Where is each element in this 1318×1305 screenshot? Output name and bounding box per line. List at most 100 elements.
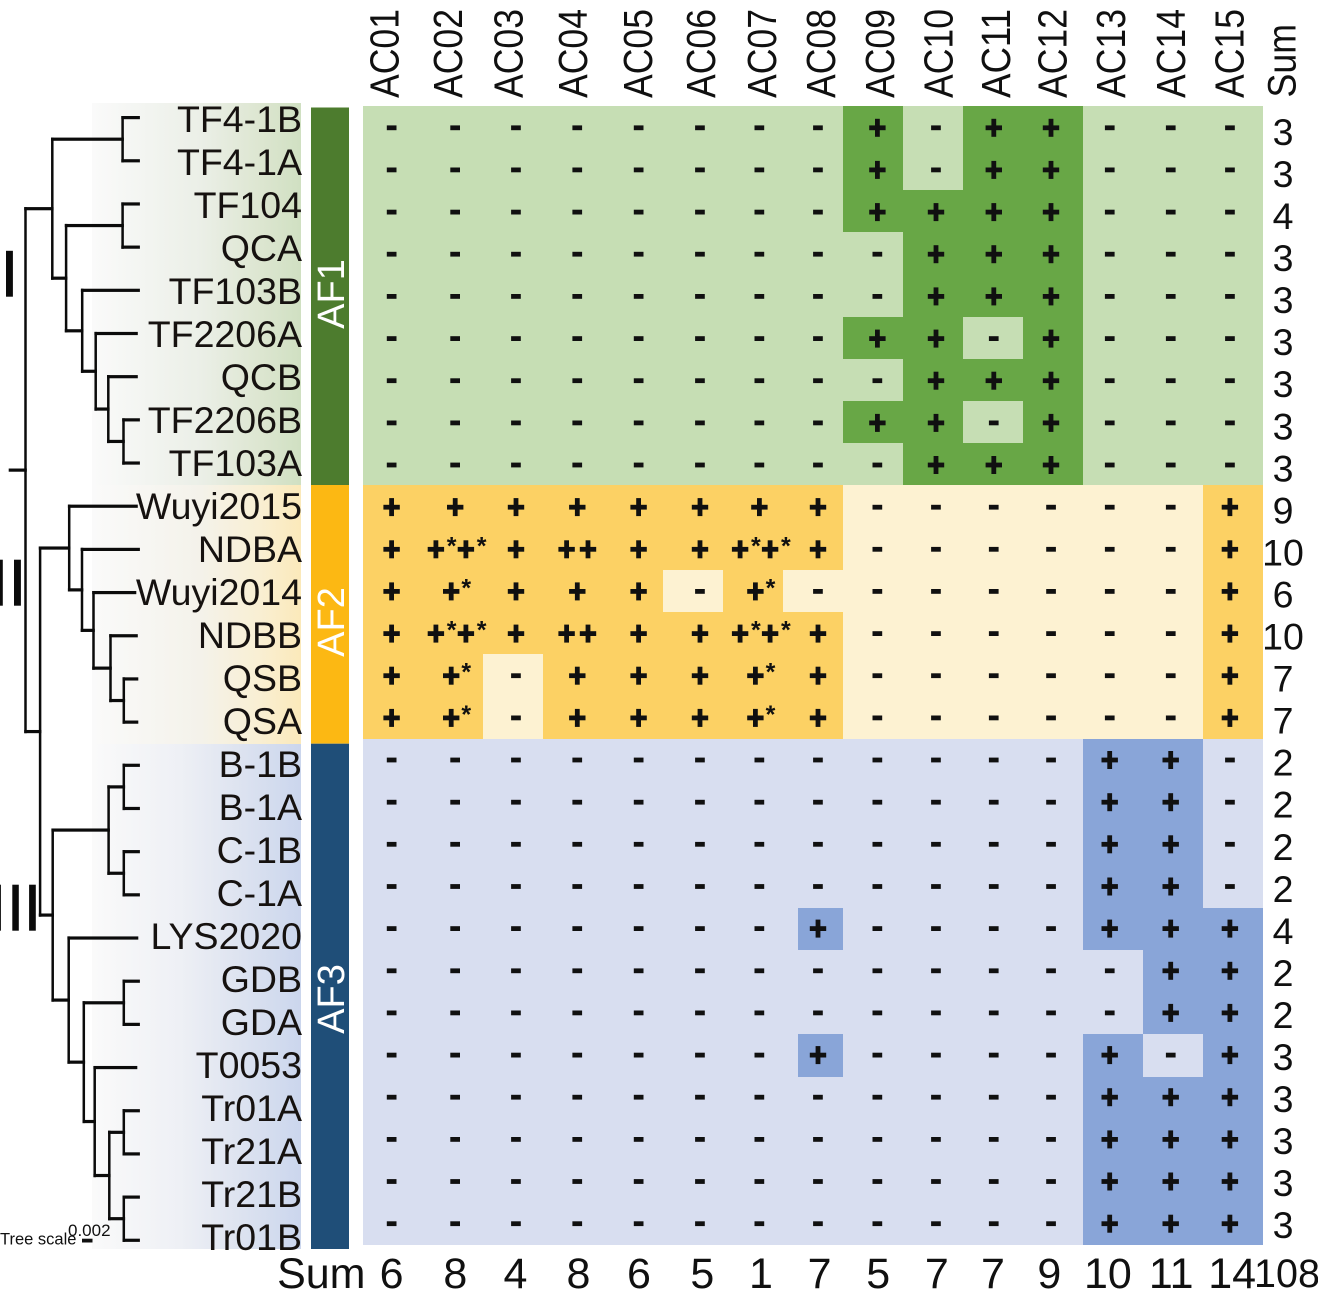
svg-text:2: 2 <box>1273 952 1294 994</box>
svg-text:2: 2 <box>1273 784 1294 826</box>
svg-text:AC04: AC04 <box>550 9 596 98</box>
svg-text:*: * <box>766 701 776 729</box>
svg-text:6: 6 <box>380 1250 404 1298</box>
svg-text:TF103B: TF103B <box>169 270 302 312</box>
svg-text:4: 4 <box>1273 910 1294 952</box>
svg-text:NDBB: NDBB <box>198 614 302 656</box>
svg-text:108: 108 <box>1254 1252 1318 1296</box>
svg-text:*: * <box>781 532 791 560</box>
svg-text:TF2206A: TF2206A <box>148 313 302 355</box>
svg-text:3: 3 <box>1273 1162 1294 1204</box>
svg-text:*: * <box>477 617 487 645</box>
svg-text:*: * <box>781 617 791 645</box>
svg-text:8: 8 <box>567 1250 591 1298</box>
svg-text:QCA: QCA <box>221 227 302 269</box>
svg-text:*: * <box>766 574 776 602</box>
svg-text:GDB: GDB <box>221 958 302 1000</box>
svg-text:2: 2 <box>1273 826 1294 868</box>
svg-text:0.002: 0.002 <box>68 1221 111 1240</box>
svg-text:*: * <box>751 617 761 645</box>
svg-text:AF1: AF1 <box>311 259 353 329</box>
svg-text:3: 3 <box>1273 1204 1294 1246</box>
svg-text:4: 4 <box>1273 195 1294 237</box>
svg-text:AC06: AC06 <box>678 9 724 98</box>
svg-text:Sum: Sum <box>1261 24 1305 98</box>
svg-text:3: 3 <box>1273 1120 1294 1162</box>
svg-text:AC09: AC09 <box>857 9 903 98</box>
svg-text:Wuyi2015: Wuyi2015 <box>136 485 302 527</box>
svg-text:TF2206B: TF2206B <box>148 399 302 441</box>
svg-text:AC13: AC13 <box>1088 9 1134 98</box>
svg-text:3: 3 <box>1273 1036 1294 1078</box>
svg-text:AC02: AC02 <box>425 9 471 98</box>
svg-text:Tree scale: Tree scale <box>0 1231 76 1249</box>
svg-text:AC01: AC01 <box>362 9 408 98</box>
svg-text:10: 10 <box>1262 531 1304 573</box>
svg-text:6: 6 <box>1273 574 1294 616</box>
svg-text:Tr01B: Tr01B <box>201 1216 302 1258</box>
svg-text:NDBA: NDBA <box>198 528 302 570</box>
svg-text:1: 1 <box>749 1250 773 1298</box>
svg-text:3: 3 <box>1273 279 1294 321</box>
svg-text:3: 3 <box>1273 153 1294 195</box>
svg-text:9: 9 <box>1273 489 1294 531</box>
svg-text:C-1A: C-1A <box>217 872 302 914</box>
svg-text:5: 5 <box>866 1250 890 1298</box>
svg-text:Tr21A: Tr21A <box>201 1130 302 1172</box>
svg-text:*: * <box>447 617 457 645</box>
svg-text:9: 9 <box>1037 1250 1061 1298</box>
svg-text:B-1A: B-1A <box>219 786 302 828</box>
svg-text:10: 10 <box>1262 616 1304 658</box>
svg-text:8: 8 <box>443 1250 467 1298</box>
svg-text:AC10: AC10 <box>915 9 961 98</box>
svg-text:*: * <box>447 532 457 560</box>
svg-text:GDA: GDA <box>221 1001 302 1043</box>
svg-text:C-1B: C-1B <box>217 829 302 871</box>
svg-text:QCB: QCB <box>221 356 302 398</box>
svg-text:3: 3 <box>1273 1078 1294 1120</box>
svg-text:3: 3 <box>1273 447 1294 489</box>
svg-text:TF104: TF104 <box>194 184 302 226</box>
svg-text:3: 3 <box>1273 237 1294 279</box>
svg-text:7: 7 <box>981 1250 1005 1298</box>
svg-text:14: 14 <box>1208 1250 1256 1298</box>
svg-text:Sum: Sum <box>277 1250 365 1298</box>
svg-text:AC12: AC12 <box>1029 9 1075 98</box>
svg-text:AC07: AC07 <box>739 9 785 98</box>
svg-text:*: * <box>751 532 761 560</box>
svg-text:AC14: AC14 <box>1148 9 1194 98</box>
svg-text:7: 7 <box>925 1250 949 1298</box>
svg-text:TF4-1B: TF4-1B <box>177 98 302 140</box>
svg-text:10: 10 <box>1084 1250 1132 1298</box>
svg-text:6: 6 <box>627 1250 651 1298</box>
svg-text:Tr01A: Tr01A <box>201 1087 302 1129</box>
svg-text:5: 5 <box>690 1250 714 1298</box>
svg-text:3: 3 <box>1273 363 1294 405</box>
svg-text:AF3: AF3 <box>311 964 353 1034</box>
svg-text:2: 2 <box>1273 742 1294 784</box>
svg-text:3: 3 <box>1273 405 1294 447</box>
svg-text:B-1B: B-1B <box>219 743 302 785</box>
svg-text:TF103A: TF103A <box>169 442 302 484</box>
svg-text:AC11: AC11 <box>973 9 1019 98</box>
svg-text:AC05: AC05 <box>615 9 661 98</box>
svg-text:AC08: AC08 <box>798 9 844 98</box>
svg-text:T0053: T0053 <box>196 1044 302 1086</box>
svg-text:4: 4 <box>503 1250 527 1298</box>
svg-text:7: 7 <box>1273 658 1294 700</box>
svg-text:11: 11 <box>1149 1250 1194 1298</box>
svg-text:*: * <box>461 701 471 729</box>
svg-text:LYS2020: LYS2020 <box>150 915 302 957</box>
svg-text:Wuyi2014: Wuyi2014 <box>136 571 302 613</box>
svg-text:2: 2 <box>1273 868 1294 910</box>
svg-text:QSA: QSA <box>223 700 302 742</box>
svg-text:7: 7 <box>1273 700 1294 742</box>
svg-text:AC15: AC15 <box>1207 9 1253 98</box>
svg-text:Tr21B: Tr21B <box>201 1173 302 1215</box>
svg-text:2: 2 <box>1273 994 1294 1036</box>
svg-text:*: * <box>461 659 471 687</box>
svg-text:3: 3 <box>1273 321 1294 363</box>
svg-text:*: * <box>766 659 776 687</box>
svg-text:*: * <box>461 574 471 602</box>
svg-text:*: * <box>477 532 487 560</box>
